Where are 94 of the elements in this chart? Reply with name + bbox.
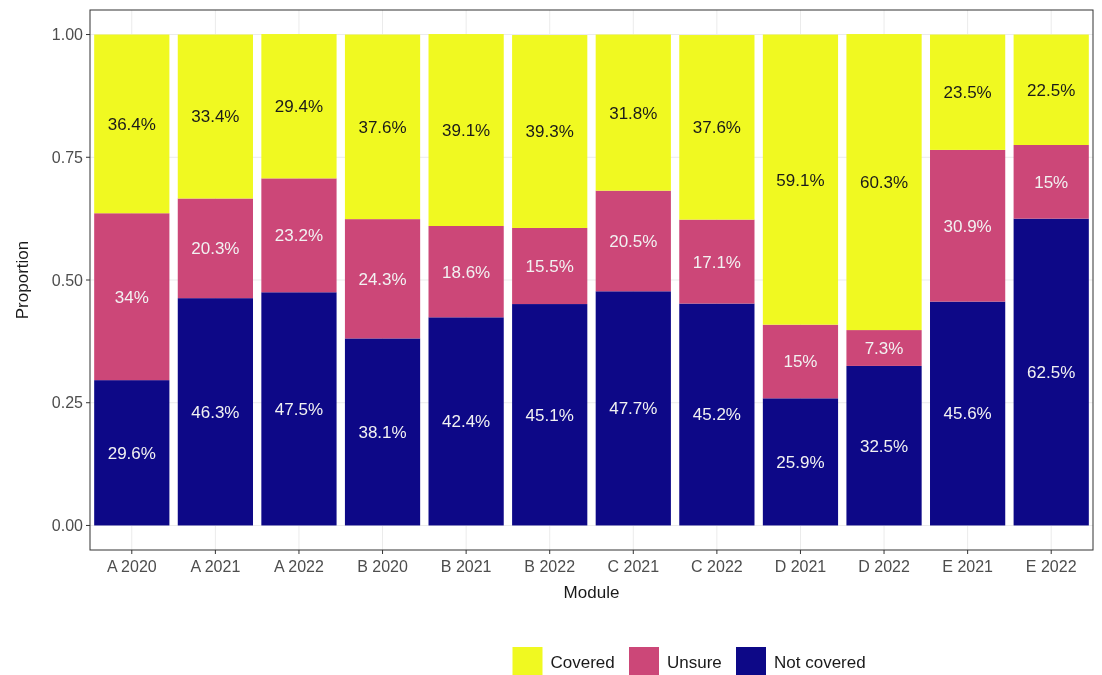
data-label: 39.1% bbox=[442, 120, 491, 140]
bar bbox=[930, 34, 1006, 150]
data-label: 45.2% bbox=[692, 405, 741, 425]
data-label: 15% bbox=[783, 352, 818, 372]
data-label: 18.6% bbox=[442, 262, 491, 282]
bar bbox=[679, 219, 755, 304]
bar bbox=[679, 303, 755, 526]
bar bbox=[344, 338, 421, 526]
x-axis-title: Module bbox=[563, 583, 620, 602]
bar bbox=[261, 292, 337, 526]
y-axis-title: Proportion bbox=[13, 240, 32, 320]
bar bbox=[344, 34, 421, 220]
legend-label: Covered bbox=[550, 652, 615, 672]
data-label: 38.1% bbox=[358, 422, 407, 442]
bar bbox=[177, 198, 253, 299]
data-label: 45.6% bbox=[943, 404, 992, 424]
x-tick-label: A 2020 bbox=[106, 558, 157, 575]
x-tick-label: D 2021 bbox=[774, 558, 827, 575]
bar bbox=[344, 219, 421, 339]
data-label: 47.5% bbox=[274, 399, 324, 419]
data-label: 46.3% bbox=[191, 402, 240, 422]
bar bbox=[261, 34, 337, 179]
bar bbox=[846, 330, 922, 366]
bar bbox=[428, 226, 504, 318]
x-tick-label: B 2022 bbox=[524, 558, 576, 575]
x-tick-label: B 2020 bbox=[357, 558, 408, 575]
data-label: 24.3% bbox=[358, 269, 407, 289]
data-label: 31.8% bbox=[609, 103, 658, 123]
data-label: 7.3% bbox=[864, 338, 904, 358]
data-label: 37.6% bbox=[692, 118, 741, 138]
data-label: 30.9% bbox=[943, 216, 992, 236]
data-label: 32.5% bbox=[859, 436, 909, 456]
data-label: 59.1% bbox=[776, 170, 825, 190]
data-label: 45.1% bbox=[525, 405, 574, 425]
bar bbox=[1013, 145, 1089, 219]
x-tick-label: C 2022 bbox=[691, 558, 743, 575]
bar bbox=[1013, 218, 1089, 526]
bar bbox=[762, 398, 839, 526]
data-label: 33.4% bbox=[191, 107, 240, 127]
data-label: 15% bbox=[1034, 172, 1069, 192]
y-tick-label: 0.50 bbox=[51, 271, 84, 289]
bar bbox=[261, 178, 337, 293]
y-tick-label: 1.00 bbox=[51, 26, 84, 44]
data-label: 17.1% bbox=[692, 252, 741, 272]
x-tick-label: D 2022 bbox=[858, 558, 910, 575]
bar bbox=[595, 34, 671, 191]
y-tick-label: 0.25 bbox=[51, 394, 84, 412]
data-label: 23.5% bbox=[943, 83, 992, 103]
data-label: 20.5% bbox=[609, 231, 658, 251]
bar bbox=[762, 324, 839, 399]
data-label: 23.2% bbox=[274, 226, 324, 246]
bar bbox=[1013, 34, 1089, 145]
x-tick-label: E 2021 bbox=[942, 558, 994, 575]
bar bbox=[930, 301, 1006, 526]
bar bbox=[94, 213, 170, 381]
legend-label: Not covered bbox=[774, 652, 866, 672]
bar bbox=[846, 365, 922, 526]
bar bbox=[846, 34, 922, 331]
data-label: 60.3% bbox=[859, 173, 909, 193]
data-label: 39.3% bbox=[525, 122, 574, 142]
data-label: 42.4% bbox=[442, 412, 491, 432]
bar bbox=[762, 34, 839, 325]
data-label: 36.4% bbox=[107, 114, 156, 134]
bar bbox=[94, 380, 170, 526]
bar bbox=[177, 34, 253, 199]
data-label: 47.7% bbox=[609, 399, 658, 419]
x-tick-label: C 2021 bbox=[607, 558, 660, 575]
x-tick-label: A 2021 bbox=[190, 558, 241, 575]
bar bbox=[512, 35, 588, 228]
data-label: 22.5% bbox=[1027, 80, 1076, 100]
bar bbox=[595, 291, 671, 526]
bar bbox=[428, 34, 504, 226]
data-label: 37.6% bbox=[358, 117, 407, 137]
bar bbox=[428, 317, 504, 526]
bar bbox=[930, 149, 1006, 302]
bar bbox=[679, 35, 755, 220]
data-label: 34% bbox=[114, 287, 149, 307]
data-label: 29.6% bbox=[107, 443, 156, 463]
data-label: 20.3% bbox=[191, 239, 240, 259]
x-tick-label: B 2021 bbox=[440, 558, 492, 575]
legend-label: Unsure bbox=[667, 652, 722, 672]
data-label: 25.9% bbox=[776, 452, 825, 472]
y-tick-label: 0.00 bbox=[51, 517, 84, 535]
x-tick-label: E 2022 bbox=[1025, 558, 1077, 575]
bar bbox=[512, 227, 588, 305]
x-tick-label: A 2022 bbox=[274, 558, 324, 575]
bar bbox=[177, 298, 253, 526]
data-label: 15.5% bbox=[525, 256, 574, 276]
data-label: 62.5% bbox=[1027, 363, 1076, 382]
bar bbox=[512, 304, 588, 526]
bar bbox=[595, 190, 671, 292]
bar bbox=[94, 34, 170, 214]
data-label: 29.4% bbox=[274, 97, 324, 117]
y-tick-label: 0.75 bbox=[51, 148, 84, 166]
